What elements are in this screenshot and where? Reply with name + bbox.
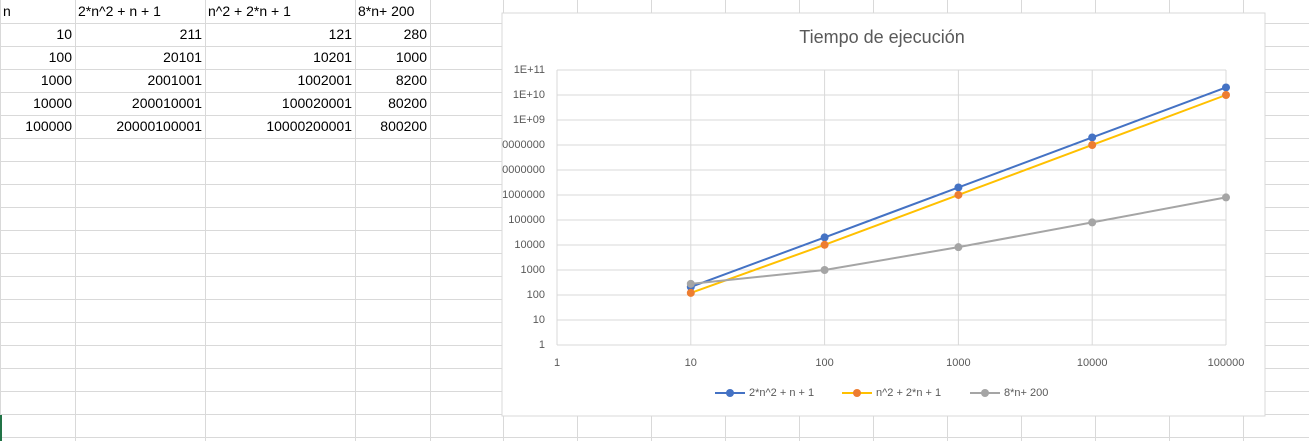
header-cell: 2*n^2 + n + 1 <box>78 3 161 19</box>
data-point <box>820 233 829 242</box>
number-cell: 8200 <box>395 72 427 88</box>
number-cell: 100 <box>48 49 72 65</box>
header-cell: n <box>3 3 11 19</box>
number-cell: 1002001 <box>297 72 352 88</box>
x-tick-label: 100000 <box>1208 357 1245 369</box>
column-line <box>355 0 356 441</box>
y-tick-label: 10000000 <box>496 164 545 176</box>
y-tick-label: 10 <box>533 314 545 326</box>
y-tick-label: 10000 <box>514 239 545 251</box>
column-line <box>0 0 1 441</box>
number-cell: 1000 <box>40 72 72 88</box>
column-line <box>75 0 76 441</box>
y-tick-label: 100000 <box>508 214 545 226</box>
x-tick-label: 1 <box>554 357 560 369</box>
number-cell: 211 <box>179 26 202 42</box>
y-tick-label: 100000000 <box>490 139 545 151</box>
y-tick-label: 1 <box>539 339 545 351</box>
number-cell: 10201 <box>313 49 352 65</box>
row-line <box>0 437 1309 438</box>
number-cell: 800200 <box>380 118 427 134</box>
legend-label: n^2 + 2*n + 1 <box>876 387 941 399</box>
data-point <box>1222 83 1230 92</box>
legend-marker <box>726 389 734 397</box>
column-line <box>205 0 206 441</box>
header-cell: 8*n+ 200 <box>358 3 415 19</box>
number-cell: 100020001 <box>281 95 352 111</box>
number-cell: 121 <box>328 26 352 42</box>
x-tick-label: 10000 <box>1077 357 1108 369</box>
legend-marker <box>981 389 989 397</box>
x-tick-label: 10 <box>685 357 697 369</box>
number-cell: 100000 <box>25 118 72 134</box>
legend-label: 8*n+ 200 <box>1004 387 1048 399</box>
number-cell: 10000 <box>33 95 72 111</box>
number-cell: 10000200001 <box>266 118 352 134</box>
number-cell: 280 <box>403 26 427 42</box>
number-cell: 200010001 <box>131 95 202 111</box>
data-point <box>954 183 963 192</box>
x-tick-label: 1000 <box>946 357 970 369</box>
data-point <box>1222 193 1230 202</box>
y-tick-label: 1E+09 <box>513 114 545 126</box>
legend-label: 2*n^2 + n + 1 <box>749 387 814 399</box>
number-cell: 20101 <box>163 49 202 65</box>
y-tick-label: 1000 <box>521 264 545 276</box>
number-cell: 80200 <box>388 95 427 111</box>
y-tick-label: 1E+11 <box>514 64 545 76</box>
data-point <box>1088 218 1097 227</box>
y-tick-label: 100 <box>527 289 545 301</box>
chart-title: Tiempo de ejecución <box>799 27 964 47</box>
y-tick-label: 1E+10 <box>513 89 545 101</box>
selection-edge <box>0 415 2 441</box>
data-point <box>1088 133 1097 142</box>
number-cell: 1000 <box>395 49 427 65</box>
legend-marker <box>853 389 861 397</box>
number-cell: 20000100001 <box>116 118 202 134</box>
column-line <box>430 0 431 441</box>
data-point <box>1222 90 1230 99</box>
data-point <box>686 279 695 288</box>
data-point <box>686 288 695 297</box>
number-cell: 2001001 <box>147 72 202 88</box>
data-point <box>820 240 829 249</box>
x-tick-label: 100 <box>815 357 833 369</box>
data-point <box>820 266 829 274</box>
number-cell: 10 <box>56 26 72 42</box>
data-point <box>1088 140 1097 149</box>
chart-content: Tiempo de ejecución 1 10 100 1000 10000 10000… <box>490 27 1245 399</box>
header-cell: n^2 + 2*n + 1 <box>208 3 291 19</box>
y-tick-label: 1000000 <box>502 189 545 201</box>
data-point <box>954 243 963 252</box>
data-point <box>954 190 963 199</box>
